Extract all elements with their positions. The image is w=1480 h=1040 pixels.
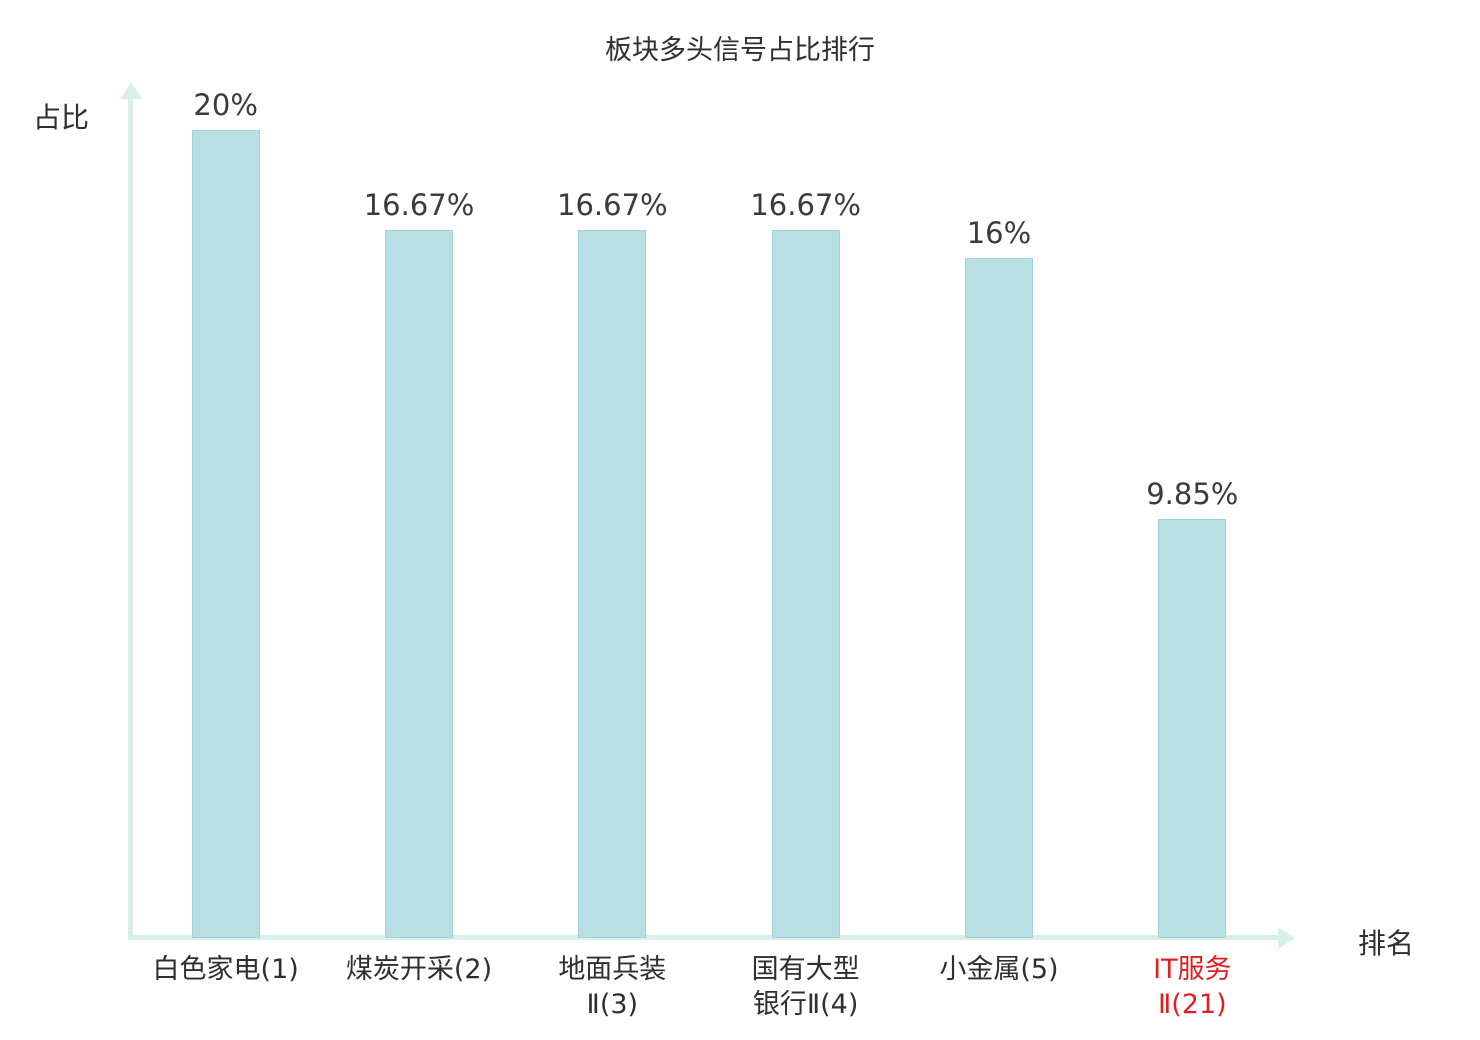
chart-title: 板块多头信号占比排行 [605,35,875,66]
bar-value-label: 16.67% [750,188,861,222]
bar [964,258,1033,938]
bar-group: 20% 白色家电(1) [129,88,322,985]
bar-value-label: 16.67% [557,188,668,222]
bar-group: 9.85% IT服务 Ⅱ(21) [1096,88,1289,1020]
bar [1158,519,1227,938]
y-axis-arrow-icon [120,82,142,99]
x-axis-label: 排名 [1358,927,1415,960]
bar [191,130,260,938]
bar-category-label: 煤炭开采(2) [345,954,493,985]
x-axis-arrow-icon [1278,927,1295,949]
bar-category-label: 白色家电(1) [152,954,299,985]
bar-value-label: 9.85% [1146,477,1239,511]
bar [578,230,647,938]
bar [384,230,453,938]
bar-category-label: 地面兵装 Ⅱ(3) [558,954,667,1021]
y-axis-line [128,98,133,940]
bar-group: 16.67% 煤炭开采(2) [322,88,515,985]
bar-group: 16% 小金属(5) [902,88,1095,985]
bar-group: 16.67% 国有大型 银行Ⅱ(4) [709,88,902,1020]
bar-category-label: 国有大型 银行Ⅱ(4) [751,954,860,1021]
bar-value-label: 16% [966,216,1032,250]
bars-row: 20% 白色家电(1) 16.67% 煤炭开采(2) 16.67% 地面兵装 Ⅱ(3) 16.… [129,88,1289,1020]
bar-category-label: 小金属(5) [939,954,1059,985]
x-axis-line [128,935,1280,940]
bar-group: 16.67% 地面兵装 Ⅱ(3) [516,88,709,1020]
bar-value-label: 16.67% [363,188,475,222]
bar [771,230,840,938]
bar-value-label: 20% [193,88,258,122]
y-axis-label: 占比 [33,101,90,134]
bar-category-label: IT服务 Ⅱ(21) [1153,954,1232,1021]
